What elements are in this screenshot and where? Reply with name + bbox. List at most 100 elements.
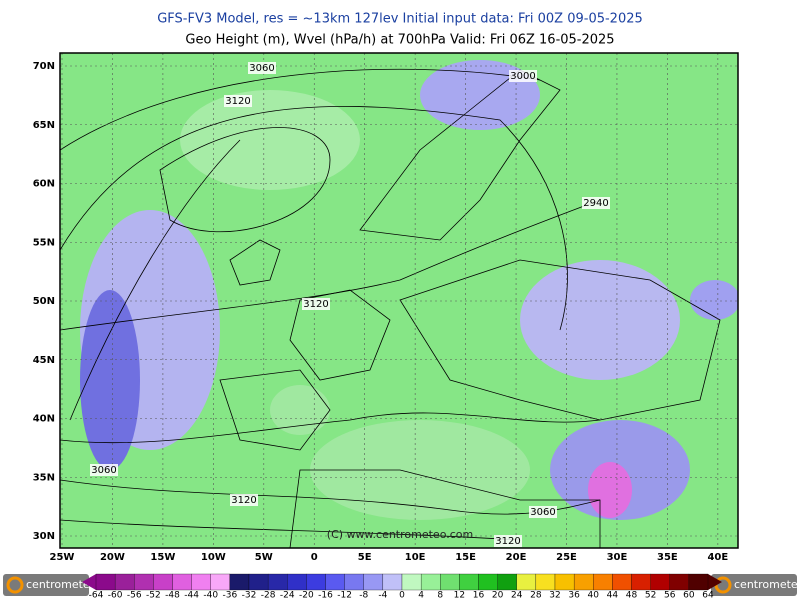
colorbar-box xyxy=(248,573,269,591)
colorbar-box xyxy=(191,573,211,591)
colorbar-box xyxy=(516,573,537,591)
credit: (C) www.centrometeo.com xyxy=(327,528,473,541)
lon-label: 0 xyxy=(311,552,318,563)
contour-label: 3120 xyxy=(495,536,520,547)
colorbar-label: 56 xyxy=(664,591,676,600)
colorbar-label: 32 xyxy=(549,591,560,600)
colorbar-label: -20 xyxy=(299,591,314,600)
contour-label-bg xyxy=(494,535,522,547)
lat-label: 65N xyxy=(33,120,55,131)
colorbar-label: -40 xyxy=(203,591,218,600)
contour-label-bg xyxy=(230,494,258,506)
colorbar-box xyxy=(650,573,670,591)
colorbar-label: -32 xyxy=(242,591,257,600)
colorbar-label: 12 xyxy=(454,591,465,600)
colorbar-label: 40 xyxy=(588,591,600,600)
contour-label: 3060 xyxy=(530,507,555,518)
graticule xyxy=(60,53,738,548)
colorbar-label: 0 xyxy=(399,591,405,600)
lat-label: 50N xyxy=(33,296,55,307)
contour-label: 3120 xyxy=(303,299,328,310)
contour-label: 2940 xyxy=(583,198,608,209)
lat-label: 60N xyxy=(33,179,55,190)
contour-label: 3120 xyxy=(231,495,256,506)
contour-label-bg xyxy=(302,298,330,310)
colorbar-box xyxy=(554,573,575,591)
colorbar-label: -36 xyxy=(223,591,238,600)
lon-label: 20W xyxy=(100,552,125,563)
lat-label: 55N xyxy=(33,237,55,248)
colorbar-label: -56 xyxy=(127,591,142,600)
colorbar-box xyxy=(344,573,364,591)
colorbar-box xyxy=(612,573,632,591)
lon-label: 30E xyxy=(607,552,628,563)
lat-label: 70N xyxy=(33,61,55,72)
lon-label: 20E xyxy=(506,552,527,563)
colorbar-arrow-left xyxy=(82,574,96,590)
header-line2: Geo Height (m), Wvel (hPa/h) at 700hPa V… xyxy=(185,33,614,48)
colorbar-label: 60 xyxy=(683,591,695,600)
colorbar-label: 20 xyxy=(492,591,504,600)
colorbar-label: 36 xyxy=(568,591,580,600)
colorbar-label: 48 xyxy=(626,591,638,600)
colorbar-label: -24 xyxy=(280,591,295,600)
colorbar-box xyxy=(153,573,173,591)
colorbar-box xyxy=(401,573,422,591)
contour-label: 3000 xyxy=(510,71,535,82)
contour-label-bg xyxy=(224,95,252,107)
colorbar-box xyxy=(172,573,192,591)
lon-label: 35E xyxy=(657,552,678,563)
colorbar-label: 28 xyxy=(530,591,542,600)
lon-label: 15E xyxy=(455,552,476,563)
colorbar-arrow-right xyxy=(708,574,722,590)
colorbar-label: -64 xyxy=(89,591,104,600)
colorbar-box xyxy=(459,573,479,591)
colorbar-label: -16 xyxy=(318,591,333,600)
lon-label: 5E xyxy=(358,552,372,563)
lon-label: 10E xyxy=(405,552,426,563)
contour-label-bg xyxy=(248,62,276,74)
colorbar-box xyxy=(535,573,556,591)
colorbar-box xyxy=(382,573,403,591)
lat-label: 40N xyxy=(33,414,55,425)
colorbar-box xyxy=(478,573,498,591)
colorbar-box xyxy=(267,573,288,591)
colorbar-label: 16 xyxy=(473,591,485,600)
colorbar-box xyxy=(229,573,250,591)
colorbar-box xyxy=(420,573,441,591)
lat-label: 30N xyxy=(33,531,55,542)
contour-label: 3060 xyxy=(91,465,116,476)
contour-label: 3120 xyxy=(225,96,250,107)
colorbar-box xyxy=(440,573,460,591)
contour-label: 3060 xyxy=(249,63,274,74)
colorbar-box xyxy=(669,573,690,591)
colorbar-label: -8 xyxy=(359,591,368,600)
colorbar-label: -52 xyxy=(146,591,161,600)
lon-label: 10W xyxy=(201,552,226,563)
colorbar-label: -4 xyxy=(378,591,387,600)
colorbar-box xyxy=(306,573,326,591)
lon-label: 25W xyxy=(50,552,75,563)
logo-right: centrometeo xyxy=(711,574,800,596)
lon-label: 25E xyxy=(556,552,577,563)
map-frame xyxy=(59,52,739,549)
colorbar-label: 4 xyxy=(418,591,424,600)
colorbar-label: -44 xyxy=(184,591,199,600)
colorbar-box xyxy=(631,573,651,591)
colorbar-box xyxy=(114,573,135,591)
colorbar-box xyxy=(95,573,116,591)
colorbar-label: -12 xyxy=(337,591,352,600)
map-field xyxy=(60,53,738,548)
colorbar-box xyxy=(688,573,709,591)
colorbar-label: 52 xyxy=(645,591,656,600)
colorbar-box xyxy=(593,573,613,591)
colorbar-label: -60 xyxy=(108,591,123,600)
colorbar-label: 8 xyxy=(437,591,443,600)
colorbar-box xyxy=(287,573,307,591)
colorbar-box xyxy=(325,573,345,591)
contour-label-bg xyxy=(90,464,118,476)
colorbar-box xyxy=(210,573,231,591)
colorbar-label: -48 xyxy=(165,591,180,600)
lon-label: 40E xyxy=(707,552,728,563)
